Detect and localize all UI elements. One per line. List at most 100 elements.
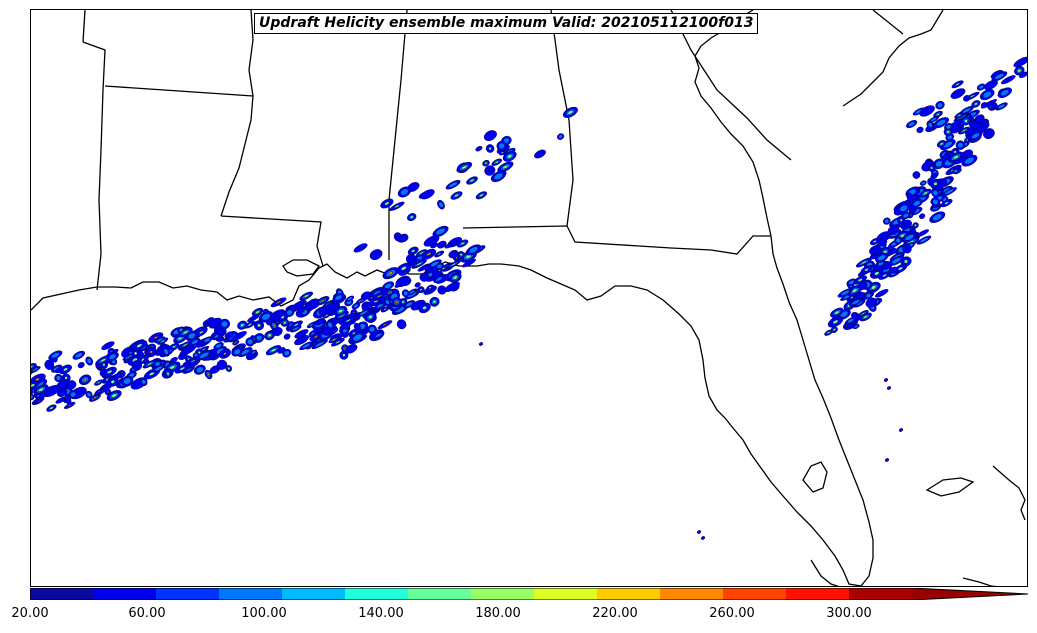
helicity-cell — [974, 102, 978, 106]
helicity-cell — [936, 113, 940, 116]
helicity-cell — [395, 275, 411, 288]
helicity-cell — [383, 323, 387, 326]
helicity-cell — [971, 132, 980, 139]
helicity-cell — [198, 330, 204, 334]
helicity-cell — [261, 313, 271, 321]
helicity-cell — [136, 343, 143, 348]
helicity-cell — [247, 314, 260, 323]
helicity-cell — [331, 338, 336, 342]
helicity-cell — [857, 278, 863, 282]
helicity-cell — [93, 396, 97, 399]
helicity-cell — [932, 190, 939, 196]
helicity-cell — [964, 119, 968, 123]
helicity-cell — [377, 294, 382, 298]
helicity-cell — [345, 344, 358, 354]
colorbar-tick-label: 60.00 — [128, 606, 166, 621]
helicity-cell — [314, 341, 325, 348]
helicity-cell — [961, 129, 967, 133]
helicity-cell — [126, 355, 131, 359]
helicity-cell — [890, 266, 899, 274]
helicity-cell — [493, 172, 504, 180]
helicity-cell — [251, 350, 256, 354]
helicity-cell — [352, 333, 363, 342]
helicity-cell — [327, 322, 333, 328]
helicity-cell — [74, 352, 83, 359]
helicity-cell — [483, 130, 497, 142]
helicity-cell — [997, 103, 1006, 109]
helicity-cell — [342, 353, 346, 357]
helicity-cell — [861, 260, 867, 265]
helicity-cell — [414, 282, 421, 288]
helicity-cell — [131, 360, 143, 371]
helicity-cell — [696, 530, 702, 534]
helicity-cell — [874, 271, 880, 276]
colorbar-tick-label: 260.00 — [709, 606, 755, 621]
colorbar-segment — [660, 588, 724, 600]
helicity-cell — [400, 188, 409, 196]
helicity-cell — [179, 366, 186, 371]
helicity-cell — [400, 266, 407, 271]
helicity-cell — [376, 303, 384, 309]
helicity-cell — [982, 91, 992, 99]
colorbar-segment — [471, 588, 535, 600]
helicity-cell — [428, 286, 432, 289]
helicity-cell — [962, 107, 972, 114]
lake-pontchartrain — [282, 259, 320, 277]
helicity-cell — [335, 340, 341, 344]
helicity-cell — [459, 253, 463, 257]
colorbar-extend-arrow — [912, 588, 1028, 600]
helicity-cell — [419, 251, 424, 255]
helicity-cell — [914, 224, 917, 227]
helicity-cell — [930, 117, 937, 122]
helicity-cell — [826, 331, 831, 334]
helicity-cell — [452, 275, 458, 280]
helicity-cell — [419, 272, 429, 282]
helicity-cell — [423, 235, 440, 247]
colorbar-segment — [219, 588, 283, 600]
helicity-cell — [886, 386, 892, 390]
helicity-cell — [153, 336, 158, 339]
helicity-cell — [100, 358, 107, 363]
helicity-cell — [63, 367, 68, 372]
state-border-al-ga — [550, 10, 574, 227]
helicity-cell — [111, 393, 117, 398]
helicity-cell — [345, 318, 352, 323]
helicity-cell — [179, 345, 197, 356]
helicity-cell — [942, 141, 953, 148]
helicity-cell — [494, 160, 499, 164]
helicity-cell — [906, 192, 915, 203]
helicity-cell — [904, 234, 915, 241]
helicity-cell — [214, 334, 219, 339]
helicity-cell — [33, 368, 37, 371]
helicity-cell — [267, 333, 272, 338]
colorbar-outline — [30, 588, 1028, 600]
helicity-cell — [461, 165, 468, 170]
helicity-cell — [903, 259, 909, 264]
helicity-cell — [437, 285, 447, 295]
helicity-cell — [110, 379, 115, 384]
colorbar-segment — [30, 588, 94, 600]
helicity-cell — [240, 323, 245, 327]
helicity-cell — [49, 406, 54, 410]
helicity-cell — [479, 193, 484, 197]
helicity-cell — [182, 343, 188, 347]
bahamas-outline — [925, 477, 975, 497]
helicity-cell — [66, 380, 77, 390]
helicity-cell — [877, 254, 886, 261]
helicity-cell — [383, 308, 387, 311]
helicity-cell — [334, 294, 343, 301]
helicity-cell — [286, 309, 293, 316]
helicity-cell — [498, 142, 505, 150]
helicity-cell — [923, 191, 928, 195]
helicity-cell — [469, 178, 475, 183]
helicity-cell — [31, 386, 34, 397]
helicity-cell — [908, 121, 916, 127]
helicity-cell — [944, 188, 954, 195]
colorbar-tick-label: 220.00 — [592, 606, 638, 621]
helicity-cell — [963, 95, 971, 102]
helicity-cell — [448, 181, 458, 188]
helicity-cell — [257, 323, 261, 328]
helicity-cell — [231, 331, 247, 341]
helicity-cell — [994, 73, 1005, 80]
helicity-cell — [396, 319, 407, 330]
